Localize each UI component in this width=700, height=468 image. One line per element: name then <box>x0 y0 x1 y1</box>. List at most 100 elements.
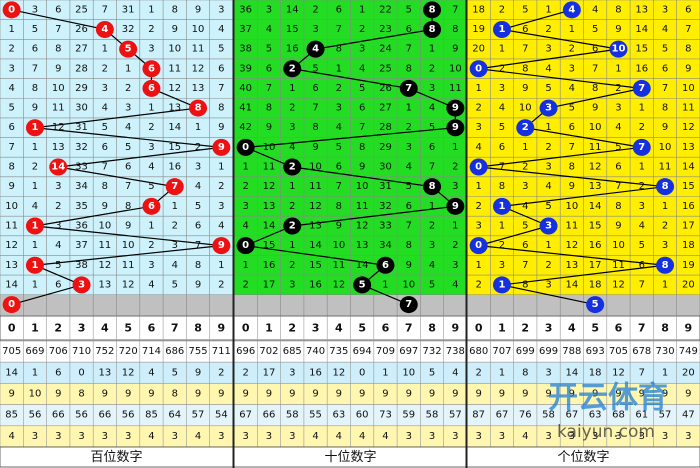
omission-cell: 4 <box>662 24 668 35</box>
draw-ball <box>212 138 231 156</box>
omission-cell: 2 <box>218 279 224 290</box>
omission-cell: 15 <box>263 240 276 251</box>
digit-label: 8 <box>194 322 202 335</box>
omission-cell: 30 <box>75 103 88 114</box>
stat-cell: 711 <box>212 346 231 357</box>
omission-cell: 12 <box>263 181 276 192</box>
omission-cell: 3 <box>522 181 528 192</box>
omission-cell: 35 <box>75 201 88 212</box>
omission-cell: 8 <box>55 44 61 55</box>
omission-cell: 5 <box>429 122 435 133</box>
omission-cell: 2 <box>615 83 621 94</box>
stat-cell: 3 <box>102 431 108 442</box>
omission-cell: 13 <box>589 181 602 192</box>
omission-cell: 3 <box>148 44 154 55</box>
digit-label: 2 <box>521 322 529 335</box>
omission-cell: 17 <box>682 220 695 231</box>
stat-cell: 4 <box>148 367 154 378</box>
omission-cell: 9 <box>569 181 575 192</box>
omission-cell: 2 <box>429 220 435 231</box>
omission-cell: 9 <box>336 220 342 231</box>
draw-number: 7 <box>638 142 645 153</box>
omission-cell: 3 <box>452 181 458 192</box>
draw-ball <box>446 99 465 117</box>
stat-cell: 705 <box>609 346 628 357</box>
omission-cell: 1 <box>336 63 342 74</box>
omission-cell: 24 <box>379 44 392 55</box>
stat-cell: 697 <box>399 346 418 357</box>
draw-number: 8 <box>429 181 436 192</box>
omission-cell: 10 <box>309 162 322 173</box>
omission-cell: 4 <box>218 220 224 231</box>
omission-cell: 2 <box>172 220 178 231</box>
digit-label: 5 <box>124 322 132 335</box>
stat-cell: 4 <box>312 431 318 442</box>
omission-cell: 6 <box>336 162 342 173</box>
omission-cell: 9 <box>195 279 201 290</box>
omission-cell: 6 <box>8 122 14 133</box>
omission-cell: 15 <box>168 142 181 153</box>
omission-cell: 4 <box>242 220 248 231</box>
stat-cell: 3 <box>639 431 645 442</box>
digit-label: 3 <box>312 322 320 335</box>
omission-cell: 3 <box>289 122 295 133</box>
omission-cell: 9 <box>266 122 272 133</box>
omission-cell: 7 <box>569 142 575 153</box>
digit-label: 1 <box>265 322 273 335</box>
omission-cell: 10 <box>612 240 625 251</box>
draw-number: 9 <box>218 240 225 251</box>
draw-number: 2 <box>289 63 296 74</box>
stat-cell: 67 <box>239 410 252 421</box>
omission-cell: 14 <box>309 240 322 251</box>
stat-cell: 755 <box>189 346 208 357</box>
omission-cell: 1 <box>289 83 295 94</box>
omission-cell: 3 <box>545 44 551 55</box>
omission-cell: 7 <box>522 260 528 271</box>
digit-label: 6 <box>382 322 390 335</box>
omission-cell: 5 <box>592 24 598 35</box>
draw-ball <box>399 79 418 97</box>
omission-cell: 9 <box>452 44 458 55</box>
draw-number: 1 <box>498 279 505 290</box>
watermark-brand: 开云体育 <box>548 381 668 416</box>
omission-cell: 1 <box>242 162 248 173</box>
stat-cell: 710 <box>72 346 91 357</box>
omission-cell: 2 <box>499 240 505 251</box>
omission-cell: 13 <box>52 142 65 153</box>
draw-number: 2 <box>289 220 296 231</box>
omission-cell: 1 <box>32 142 38 153</box>
draw-number: 9 <box>452 201 459 212</box>
draw-ball <box>376 256 395 274</box>
omission-cell: 3 <box>662 4 668 15</box>
omission-cell: 2 <box>429 63 435 74</box>
stat-cell: 14 <box>5 367 18 378</box>
stat-cell: 55 <box>309 410 322 421</box>
omission-cell: 5 <box>429 279 435 290</box>
omission-cell: 10 <box>356 181 369 192</box>
stat-cell: 4 <box>8 431 14 442</box>
omission-cell: 16 <box>286 44 299 55</box>
omission-cell: 3 <box>312 24 318 35</box>
draw-number: 8 <box>195 103 202 114</box>
omission-cell: 13 <box>168 103 181 114</box>
draw-number: 1 <box>31 220 38 231</box>
omission-cell: 6 <box>662 63 668 74</box>
omission-cell: 10 <box>122 240 135 251</box>
omission-cell: 13 <box>263 201 276 212</box>
stat-cell: 9 <box>266 389 272 400</box>
stat-cell: 9 <box>685 389 691 400</box>
draw-ball <box>49 158 68 176</box>
omission-cell: 13 <box>309 220 322 231</box>
stat-cell: 14 <box>565 367 578 378</box>
omission-cell: 5 <box>545 201 551 212</box>
omission-cell: 2 <box>148 240 154 251</box>
stat-cell: 85 <box>145 410 158 421</box>
omission-cell: 4 <box>639 220 645 231</box>
stat-cell: 702 <box>259 346 278 357</box>
draw-ball <box>212 237 231 255</box>
stat-cell: 66 <box>98 410 111 421</box>
digit-label: 0 <box>8 322 16 335</box>
omission-cell: 2 <box>639 122 645 133</box>
omission-cell: 7 <box>359 122 365 133</box>
